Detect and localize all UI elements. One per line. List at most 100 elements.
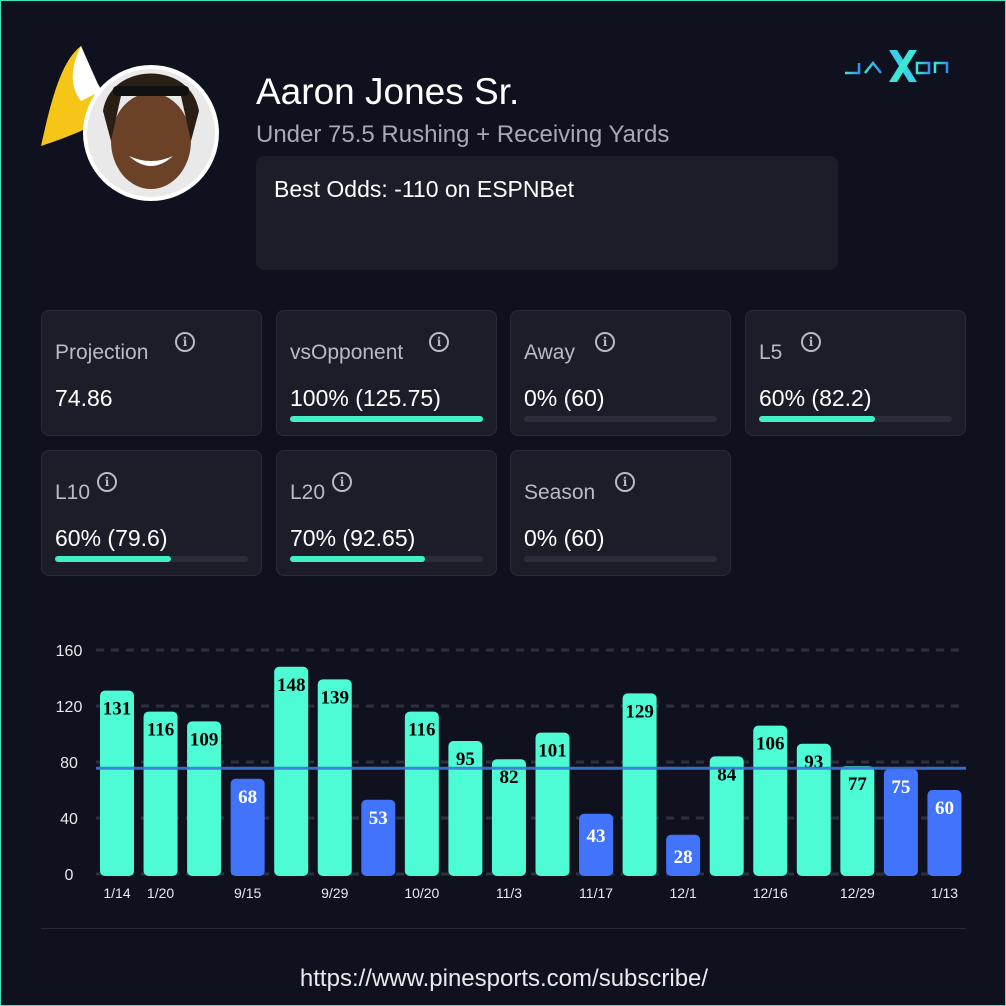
stat-card-l5: L5 i 60% (82.2) xyxy=(745,310,966,436)
stat-card-season: Season i 0% (60) xyxy=(510,450,731,576)
x-tick-label: 12/1 xyxy=(670,885,697,901)
stat-card-away: Away i 0% (60) xyxy=(510,310,731,436)
bar-value-label: 53 xyxy=(369,808,388,829)
bar xyxy=(796,743,831,876)
bar-value-label: 60 xyxy=(935,798,954,819)
progress-fill xyxy=(55,556,171,562)
x-tick-label: 12/29 xyxy=(840,885,875,901)
bar-value-label: 139 xyxy=(321,687,350,708)
progress-bar xyxy=(524,416,717,422)
stat-value: 60% (79.6) xyxy=(55,525,168,551)
y-tick-label: 0 xyxy=(65,867,74,884)
bar xyxy=(143,711,178,876)
x-tick-label: 12/16 xyxy=(753,885,788,901)
bar-chart: 0 40 80 120 160 131 1/14 116 1/20 109 68 9/15 148 139… xyxy=(56,643,966,901)
bar-value-label: 129 xyxy=(625,701,654,722)
player-avatar xyxy=(41,41,221,206)
info-icon[interactable]: i xyxy=(595,332,615,352)
progress-bar xyxy=(55,556,248,562)
stat-card-l10: L10 i 60% (79.6) xyxy=(41,450,262,576)
bar-value-label: 101 xyxy=(538,741,567,762)
progress-bar xyxy=(759,416,952,422)
bar xyxy=(622,693,657,876)
player-name: Aaron Jones Sr. xyxy=(256,71,520,112)
x-tick-label: 9/15 xyxy=(234,885,261,901)
subscribe-link[interactable]: https://www.pinesports.com/subscribe/ xyxy=(299,965,709,992)
stat-card-projection: Projection i 74.86 xyxy=(41,310,262,436)
progress-fill xyxy=(759,416,875,422)
bar-value-label: 116 xyxy=(408,720,435,741)
y-tick-label: 160 xyxy=(56,643,83,660)
stat-label: L5 xyxy=(759,341,783,364)
divider xyxy=(41,928,966,929)
x-tick-label: 11/17 xyxy=(579,885,613,901)
bar xyxy=(709,756,744,876)
bar xyxy=(840,766,875,876)
x-tick-label: 1/20 xyxy=(147,885,174,901)
info-icon[interactable]: i xyxy=(332,472,352,492)
bar xyxy=(579,813,614,876)
x-tick-label: 9/29 xyxy=(321,885,348,901)
stat-value: 60% (82.2) xyxy=(759,385,872,411)
bar xyxy=(187,721,222,876)
best-odds-box: Best Odds: -110 on ESPNBet xyxy=(256,156,838,270)
bar xyxy=(274,666,309,876)
x-tick-label: 10/20 xyxy=(404,885,439,901)
bar-value-label: 148 xyxy=(277,675,306,696)
info-icon[interactable]: i xyxy=(615,472,635,492)
stat-label: Season xyxy=(524,481,596,504)
stat-card-vsopponent: vsOpponent i 100% (125.75) xyxy=(276,310,497,436)
progress-bar xyxy=(290,416,483,422)
y-tick-label: 80 xyxy=(60,755,78,772)
x-tick-label: 11/3 xyxy=(496,885,522,901)
bar xyxy=(448,741,483,876)
bar xyxy=(404,711,439,876)
stat-label: L10 xyxy=(55,481,91,504)
jaxon-logo xyxy=(843,47,963,92)
best-odds-text: Best Odds: -110 on ESPNBet xyxy=(274,176,575,202)
bar xyxy=(927,790,962,876)
bar xyxy=(883,769,918,876)
stat-value: 0% (60) xyxy=(524,525,605,551)
bar xyxy=(666,834,701,876)
progress-bar xyxy=(524,556,717,562)
bar-value-label: 28 xyxy=(674,847,693,868)
info-icon[interactable]: i xyxy=(429,332,449,352)
progress-fill xyxy=(290,556,426,562)
info-icon[interactable]: i xyxy=(175,332,195,352)
bar-value-label: 106 xyxy=(756,734,785,755)
stat-label: L20 xyxy=(290,481,326,504)
bar-value-label: 109 xyxy=(190,729,219,750)
bar xyxy=(361,799,396,876)
stat-value: 100% (125.75) xyxy=(290,385,441,411)
stat-value: 0% (60) xyxy=(524,385,605,411)
bar xyxy=(317,679,352,876)
info-icon[interactable]: i xyxy=(801,332,821,352)
bar-value-label: 68 xyxy=(238,787,257,808)
stat-value: 74.86 xyxy=(55,385,113,411)
stat-label: vsOpponent xyxy=(290,341,404,364)
bar xyxy=(230,778,265,876)
stat-label: Projection xyxy=(55,341,149,364)
bar-value-label: 77 xyxy=(848,774,868,795)
bar xyxy=(753,725,788,876)
progress-fill xyxy=(290,416,483,422)
progress-bar xyxy=(290,556,483,562)
prop-description: Under 75.5 Rushing + Receiving Yards xyxy=(256,121,670,148)
info-icon[interactable]: i xyxy=(97,472,117,492)
bar-value-label: 82 xyxy=(499,767,518,788)
bar xyxy=(491,759,526,876)
bar-value-label: 95 xyxy=(456,749,475,770)
bar-value-label: 116 xyxy=(147,720,174,741)
bar-value-label: 43 xyxy=(587,826,606,847)
y-tick-label: 40 xyxy=(60,811,78,828)
stat-card-l20: L20 i 70% (92.65) xyxy=(276,450,497,576)
stat-label: Away xyxy=(524,341,575,364)
x-tick-label: 1/13 xyxy=(931,885,958,901)
x-tick-label: 1/14 xyxy=(103,885,130,901)
y-tick-label: 120 xyxy=(56,699,83,716)
bar-value-label: 75 xyxy=(891,777,910,798)
bar-value-label: 131 xyxy=(103,699,132,720)
stat-value: 70% (92.65) xyxy=(290,525,416,551)
bar xyxy=(100,690,134,876)
